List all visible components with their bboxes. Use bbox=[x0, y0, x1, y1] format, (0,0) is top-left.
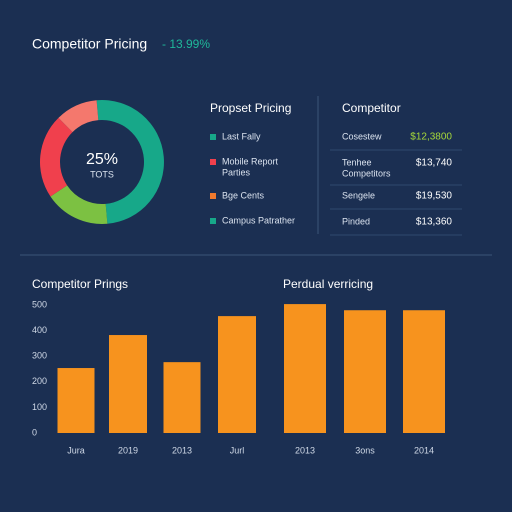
page-title: Competitor Pricing bbox=[32, 36, 147, 52]
bar-subtitle: Perdual verricing bbox=[283, 277, 373, 291]
legend-swatch bbox=[210, 134, 216, 140]
bar bbox=[218, 316, 256, 433]
bar-title: Competitor Prings bbox=[32, 277, 128, 291]
legend-label: Campus Patrather bbox=[222, 215, 295, 225]
row-name: Tenhee bbox=[342, 157, 372, 167]
x-tick-label: 2013 bbox=[172, 445, 192, 455]
donut-segment bbox=[40, 117, 73, 197]
row-name: Pinded bbox=[342, 216, 370, 226]
bar bbox=[344, 310, 386, 433]
y-tick-label: 500 bbox=[32, 299, 47, 309]
bar bbox=[284, 304, 326, 433]
row-price: $13,740 bbox=[416, 158, 453, 169]
y-tick-label: 0 bbox=[32, 427, 37, 437]
y-tick-label: 100 bbox=[32, 402, 47, 412]
change: - 13.99% bbox=[162, 37, 210, 51]
donut-segment bbox=[96, 100, 164, 224]
center-label: 25% bbox=[86, 151, 118, 168]
bar bbox=[163, 362, 201, 433]
row-name: Cosestew bbox=[342, 131, 382, 141]
legend-label: Parties bbox=[222, 167, 251, 177]
x-tick-label: 2014 bbox=[414, 445, 434, 455]
bar bbox=[57, 368, 95, 433]
table-title: Competitor bbox=[342, 101, 401, 115]
legend-swatch bbox=[210, 218, 216, 224]
row-price: $19,530 bbox=[416, 191, 453, 202]
center-sublabel: TOTS bbox=[90, 169, 114, 179]
legend-label: Bge Cents bbox=[222, 190, 265, 200]
donut-segment bbox=[50, 185, 108, 224]
legend-swatch bbox=[210, 159, 216, 165]
y-tick-label: 200 bbox=[32, 376, 47, 386]
row-name: Competitors bbox=[342, 168, 391, 178]
x-tick-label: 3ons bbox=[355, 445, 375, 455]
x-tick-label: Jura bbox=[67, 445, 85, 455]
row-name: Sengele bbox=[342, 190, 375, 200]
bar bbox=[109, 335, 147, 433]
legend-label: Mobile Report bbox=[222, 156, 279, 166]
y-tick-label: 300 bbox=[32, 351, 47, 361]
legend-title: Propset Pricing bbox=[210, 101, 291, 115]
x-tick-label: 2019 bbox=[118, 445, 138, 455]
row-price: $12,3800 bbox=[410, 132, 452, 143]
donut-segment bbox=[58, 100, 99, 133]
bar bbox=[403, 310, 445, 433]
row-price: $13,360 bbox=[416, 217, 453, 228]
x-tick-label: 2013 bbox=[295, 445, 315, 455]
y-tick-label: 400 bbox=[32, 325, 47, 335]
x-tick-label: Jurl bbox=[230, 445, 245, 455]
legend-label: Last Fally bbox=[222, 131, 261, 141]
legend-swatch bbox=[210, 193, 216, 199]
